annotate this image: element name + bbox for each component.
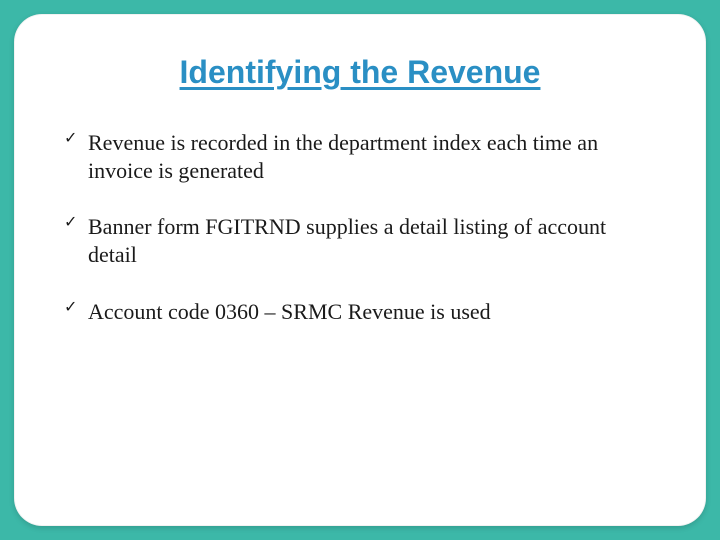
slide-title: Identifying the Revenue — [64, 54, 656, 91]
slide-card: Identifying the Revenue ✓ Revenue is rec… — [14, 14, 706, 526]
bullet-text: Revenue is recorded in the department in… — [88, 130, 598, 183]
list-item: ✓ Account code 0360 – SRMC Revenue is us… — [64, 298, 656, 326]
bullet-text: Account code 0360 – SRMC Revenue is used — [88, 299, 491, 324]
check-icon: ✓ — [64, 215, 77, 231]
check-icon: ✓ — [64, 300, 77, 316]
check-icon: ✓ — [64, 131, 77, 147]
bullet-list: ✓ Revenue is recorded in the department … — [64, 129, 656, 326]
list-item: ✓ Banner form FGITRND supplies a detail … — [64, 213, 656, 269]
list-item: ✓ Revenue is recorded in the department … — [64, 129, 656, 185]
bullet-text: Banner form FGITRND supplies a detail li… — [88, 214, 606, 267]
